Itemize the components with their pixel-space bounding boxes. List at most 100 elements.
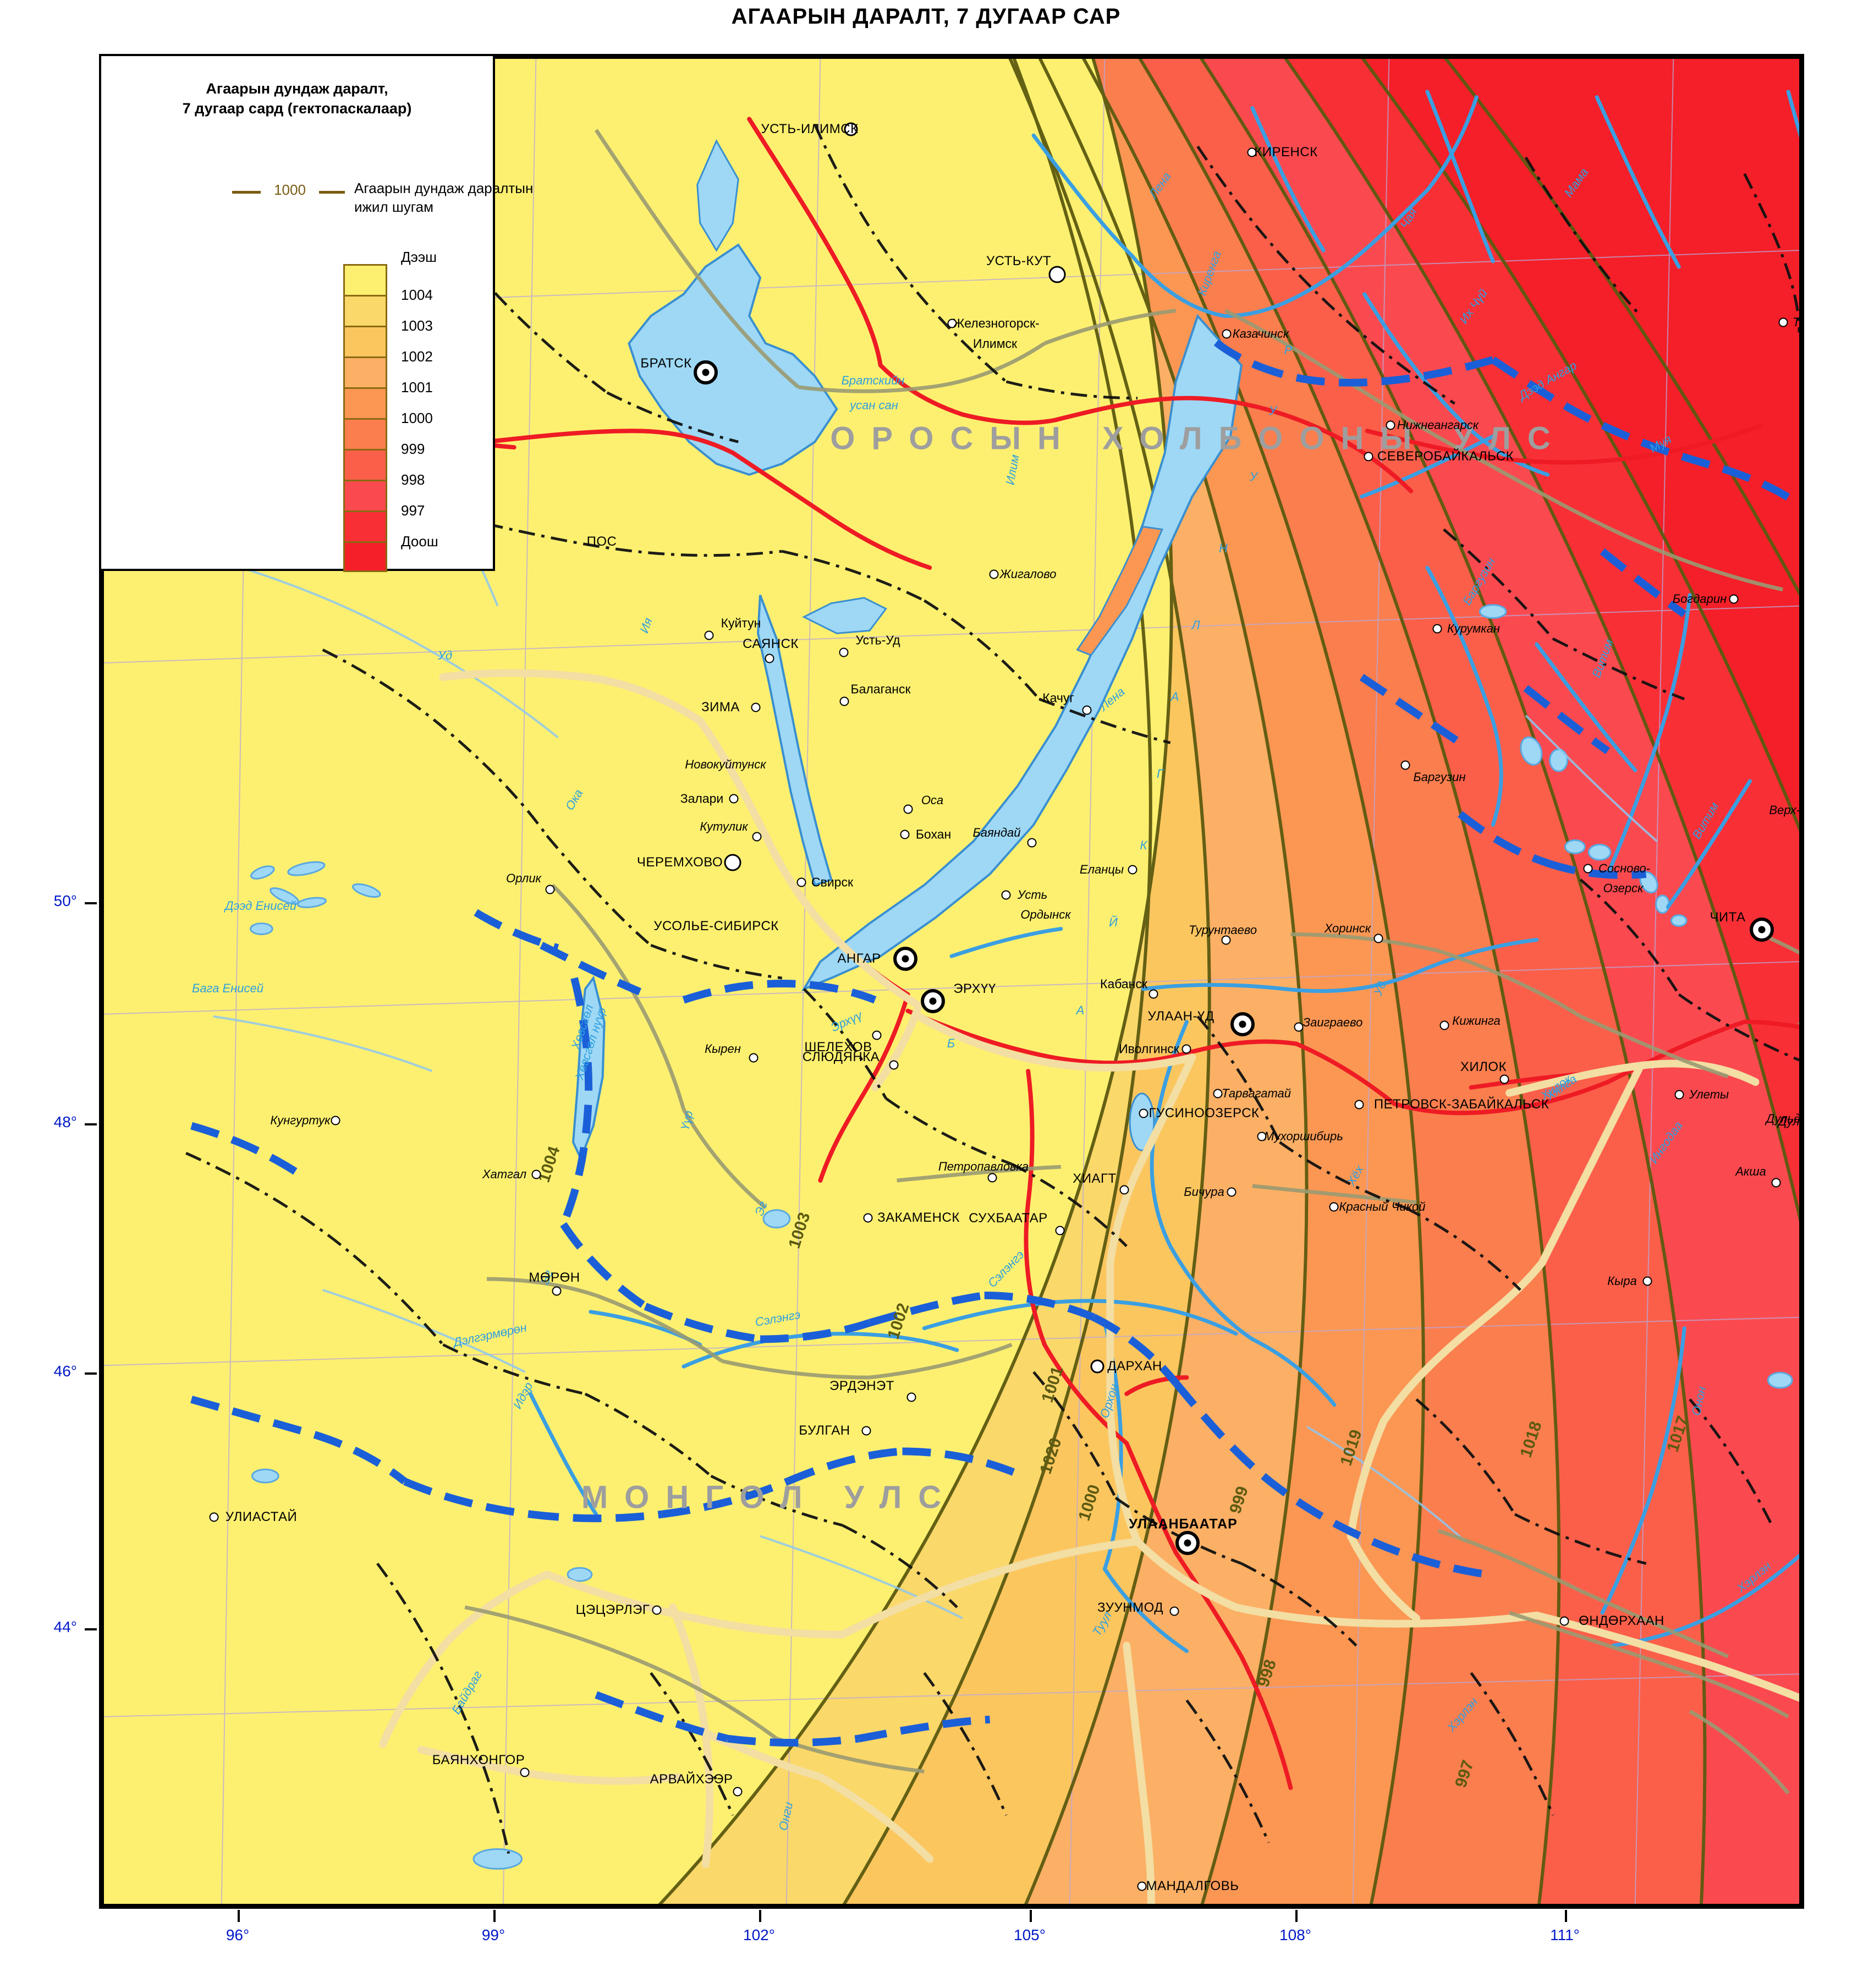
settlement-marker-68[interactable]: [331, 1116, 340, 1125]
settlement-marker-3[interactable]: [947, 318, 957, 328]
settlement-marker-18[interactable]: [839, 696, 849, 706]
settlement-marker-0[interactable]: [844, 122, 858, 136]
place-label-82: АРВАЙХЭЭР: [650, 1772, 733, 1787]
settlement-marker-5[interactable]: [1222, 329, 1232, 339]
place-label-27: Баяндай: [972, 826, 1021, 839]
settlement-marker-39[interactable]: [1373, 933, 1383, 943]
ramp-swatch-0: [343, 264, 387, 295]
legend-title-line1: Агаарын дундаж даралт,: [206, 80, 388, 97]
lat-tick-3: [85, 1628, 97, 1630]
settlement-marker-12[interactable]: [1432, 624, 1442, 634]
settlement-marker-50[interactable]: [1213, 1089, 1223, 1099]
lat-label-0: 50°: [53, 892, 77, 909]
settlement-marker-11[interactable]: [1729, 594, 1739, 604]
settlement-marker-2[interactable]: [1048, 266, 1066, 283]
settlement-marker-83[interactable]: [1137, 1881, 1147, 1891]
settlement-marker-7[interactable]: [694, 360, 718, 385]
place-label-81: БАЯНХОНГОР: [432, 1753, 525, 1767]
settlement-marker-26[interactable]: [900, 830, 910, 839]
place-label-60: ХИАГТ: [1073, 1171, 1117, 1186]
contour-label-1001-3: 1001: [1038, 1364, 1067, 1405]
settlement-marker-33[interactable]: [1001, 890, 1011, 900]
settlement-marker-38[interactable]: [1221, 935, 1231, 945]
hydronym-28: У: [1249, 470, 1258, 484]
settlement-marker-75[interactable]: [209, 1512, 219, 1522]
settlement-marker-78[interactable]: [652, 1605, 662, 1615]
settlement-marker-77[interactable]: [1169, 1606, 1179, 1616]
settlement-marker-9[interactable]: [1364, 452, 1373, 462]
settlement-marker-19[interactable]: [1082, 705, 1092, 715]
place-label-47: Иволгинск: [1119, 1041, 1179, 1056]
settlement-marker-66[interactable]: [531, 1169, 541, 1179]
settlement-marker-22[interactable]: [729, 794, 739, 804]
settlement-marker-37[interactable]: [893, 947, 917, 971]
settlement-marker-14[interactable]: [704, 630, 714, 640]
settlement-marker-72[interactable]: [906, 1392, 916, 1402]
settlement-marker-63[interactable]: [1771, 1178, 1781, 1188]
place-label-23: Верх-Усугли: [1769, 803, 1801, 817]
settlement-marker-64[interactable]: [863, 1213, 873, 1223]
contour-label-1017-9: 1017: [1663, 1414, 1692, 1454]
place-label-15: САЯНСК: [743, 636, 799, 651]
settlement-marker-16[interactable]: [839, 647, 849, 657]
settlement-marker-29[interactable]: [796, 877, 806, 887]
settlement-marker-61[interactable]: [1227, 1187, 1237, 1197]
settlement-marker-8[interactable]: [1386, 420, 1395, 430]
settlement-marker-71[interactable]: [552, 1286, 562, 1296]
settlement-marker-69[interactable]: [545, 885, 555, 894]
settlement-marker-30[interactable]: [1128, 865, 1137, 875]
settlement-marker-57[interactable]: [1257, 1132, 1267, 1141]
place-label-0: УСТЬ-ИЛИМСК: [761, 122, 859, 136]
ramp-label-5: 1000: [401, 409, 433, 426]
settlement-marker-27[interactable]: [1027, 838, 1037, 848]
place-label-32: Озерск: [1603, 881, 1644, 895]
settlement-marker-10[interactable]: [989, 569, 999, 579]
settlement-marker-59[interactable]: [987, 1173, 997, 1183]
settlement-marker-15[interactable]: [765, 653, 774, 663]
place-label-12: Курумкан: [1447, 622, 1501, 635]
settlement-marker-73[interactable]: [1090, 1359, 1104, 1374]
settlement-marker-45[interactable]: [1439, 1020, 1449, 1030]
settlement-marker-60[interactable]: [1119, 1185, 1129, 1195]
place-label-17: ЗИМА: [701, 700, 740, 715]
place-label-62: Красный Чикой: [1339, 1200, 1426, 1213]
settlement-marker-65[interactable]: [1055, 1226, 1065, 1235]
settlement-marker-21[interactable]: [1400, 760, 1410, 770]
settlement-marker-25[interactable]: [752, 832, 762, 842]
settlement-marker-31[interactable]: [1583, 864, 1593, 874]
place-label-49: Кырен: [705, 1042, 741, 1056]
settlement-marker-46[interactable]: [872, 1030, 882, 1040]
settlement-marker-1[interactable]: [1247, 147, 1257, 157]
settlement-marker-81[interactable]: [520, 1767, 530, 1777]
settlement-marker-17[interactable]: [751, 702, 761, 712]
place-label-19: Качуг: [1042, 690, 1074, 705]
settlement-marker-74[interactable]: [861, 1426, 871, 1436]
settlement-marker-79[interactable]: [1559, 1616, 1569, 1626]
settlement-marker-43[interactable]: [1230, 1012, 1255, 1036]
settlement-marker-47[interactable]: [1181, 1044, 1191, 1054]
settlement-marker-28[interactable]: [724, 854, 741, 871]
settlement-marker-82[interactable]: [733, 1787, 743, 1797]
settlement-marker-6[interactable]: [1778, 317, 1788, 327]
settlement-marker-44[interactable]: [1294, 1022, 1304, 1032]
settlement-marker-76[interactable]: [1175, 1531, 1200, 1555]
hydronym-51: Байдраг: [449, 1668, 485, 1717]
ramp-swatch-6: [343, 449, 387, 480]
place-label-68: Кунгуртук: [270, 1113, 331, 1127]
settlement-marker-70[interactable]: [1642, 1276, 1652, 1286]
settlement-marker-62[interactable]: [1329, 1202, 1339, 1212]
settlement-marker-49[interactable]: [749, 1053, 759, 1063]
settlement-marker-54[interactable]: [889, 1060, 899, 1070]
hydronym-4: Киренга: [1195, 249, 1224, 298]
settlement-marker-55[interactable]: [1139, 1108, 1148, 1118]
place-label-45: Кижинга: [1452, 1014, 1501, 1028]
settlement-marker-51[interactable]: [1499, 1074, 1509, 1084]
settlement-marker-40[interactable]: [921, 989, 945, 1013]
bratsk-reservoir: [628, 243, 838, 476]
settlement-marker-56[interactable]: [1354, 1100, 1364, 1110]
settlement-marker-52[interactable]: [1674, 1090, 1684, 1100]
settlement-marker-41[interactable]: [1148, 989, 1158, 999]
settlement-marker-24[interactable]: [903, 804, 913, 814]
settlement-marker-36[interactable]: [1750, 918, 1774, 942]
hydronym-0: Лена: [1146, 169, 1174, 201]
